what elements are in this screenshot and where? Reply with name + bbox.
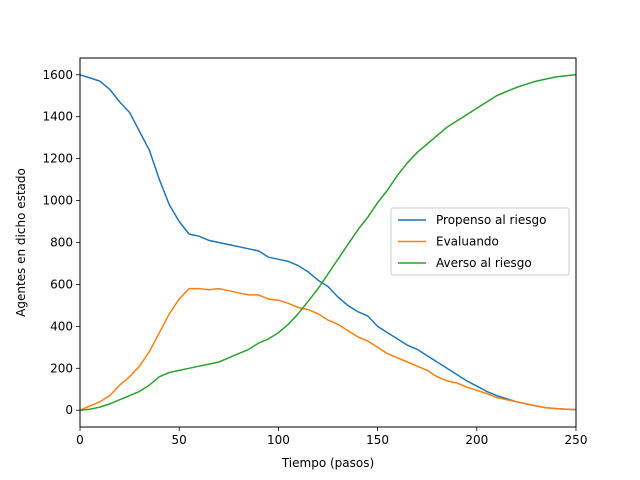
x-tick-label: 250 bbox=[565, 433, 588, 447]
x-tick-label: 200 bbox=[465, 433, 488, 447]
x-axis-label: Tiempo (pasos) bbox=[281, 456, 374, 470]
series-line-2 bbox=[79, 287, 577, 411]
y-tick-label: 0 bbox=[65, 403, 73, 417]
y-tick-label: 800 bbox=[50, 236, 73, 250]
x-tick-label: 100 bbox=[267, 433, 290, 447]
plot-lines bbox=[79, 74, 577, 411]
x-tick-label: 0 bbox=[76, 433, 84, 447]
y-tick-label: 1600 bbox=[42, 68, 73, 82]
x-tick-label: 50 bbox=[172, 433, 187, 447]
x-tick-label: 150 bbox=[366, 433, 389, 447]
legend-label: Propenso al riesgo bbox=[436, 213, 546, 227]
series-line-3 bbox=[79, 74, 577, 411]
series-line-1 bbox=[79, 74, 577, 411]
legend-label: Averso al riesgo bbox=[436, 256, 532, 270]
legend: Propenso al riesgo Evaluando Averso al rie… bbox=[390, 207, 570, 276]
y-tick-label: 200 bbox=[50, 361, 73, 375]
y-tick-label: 1200 bbox=[42, 152, 73, 166]
y-tick-label: 400 bbox=[50, 319, 73, 333]
legend-box bbox=[390, 207, 570, 276]
y-tick-label: 1000 bbox=[42, 194, 73, 208]
y-axis-label: Agentes en dicho estado bbox=[14, 168, 28, 317]
y-axis-ticks: 0 200 400 600 800 1000 1200 1400 1600 bbox=[42, 68, 80, 417]
y-tick-label: 1400 bbox=[42, 110, 73, 124]
y-tick-label: 600 bbox=[50, 277, 73, 291]
x-axis-ticks: 0 50 100 150 200 250 bbox=[76, 427, 587, 447]
legend-label: Evaluando bbox=[436, 235, 499, 249]
